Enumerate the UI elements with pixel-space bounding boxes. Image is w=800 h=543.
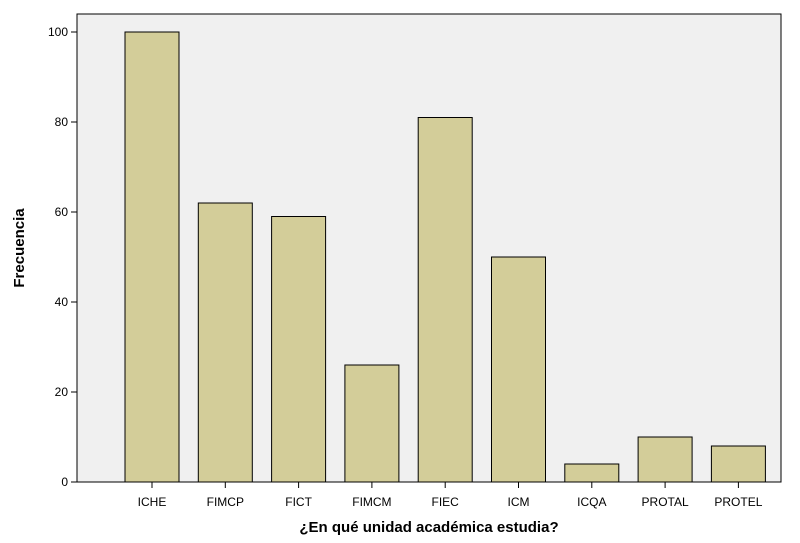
- x-tick-label: ICM: [508, 495, 530, 509]
- bar-fimcm: [344, 364, 400, 483]
- x-tick-label: PROTEL: [714, 495, 762, 509]
- bar-fimcp: [197, 202, 253, 483]
- bar-protel: [710, 445, 766, 483]
- x-axis: ICHE FIMCP FICT FIMCM FIEC ICM ICQA PROTAL PROTE…: [138, 482, 763, 509]
- y-tick-label: 100: [48, 25, 68, 39]
- x-tick-label: FIMCP: [207, 495, 244, 509]
- y-tick-label: 20: [55, 385, 69, 399]
- bar-fict: [271, 216, 327, 483]
- x-axis-title: ¿En qué unidad académica estudia?: [299, 519, 558, 536]
- bar-iche: [124, 31, 180, 483]
- y-axis-title: Frecuencia: [11, 208, 28, 288]
- y-tick-label: 80: [55, 115, 69, 129]
- x-tick-label: ICQA: [577, 495, 606, 509]
- y-tick-label: 40: [55, 295, 69, 309]
- bar-icm: [491, 256, 546, 483]
- bar-icqa: [564, 463, 620, 483]
- bar-fiec: [417, 117, 473, 483]
- bar-protal: [637, 436, 693, 483]
- y-axis: 0 20 40 60 80 100: [48, 25, 77, 489]
- y-tick-label: 60: [55, 205, 69, 219]
- x-tick-label: ICHE: [138, 495, 167, 509]
- x-tick-label: FICT: [285, 495, 312, 509]
- x-tick-label: FIMCM: [352, 495, 391, 509]
- bars: [124, 31, 766, 483]
- x-tick-label: PROTAL: [642, 495, 689, 509]
- x-tick-label: FIEC: [432, 495, 460, 509]
- y-tick-label: 0: [61, 475, 68, 489]
